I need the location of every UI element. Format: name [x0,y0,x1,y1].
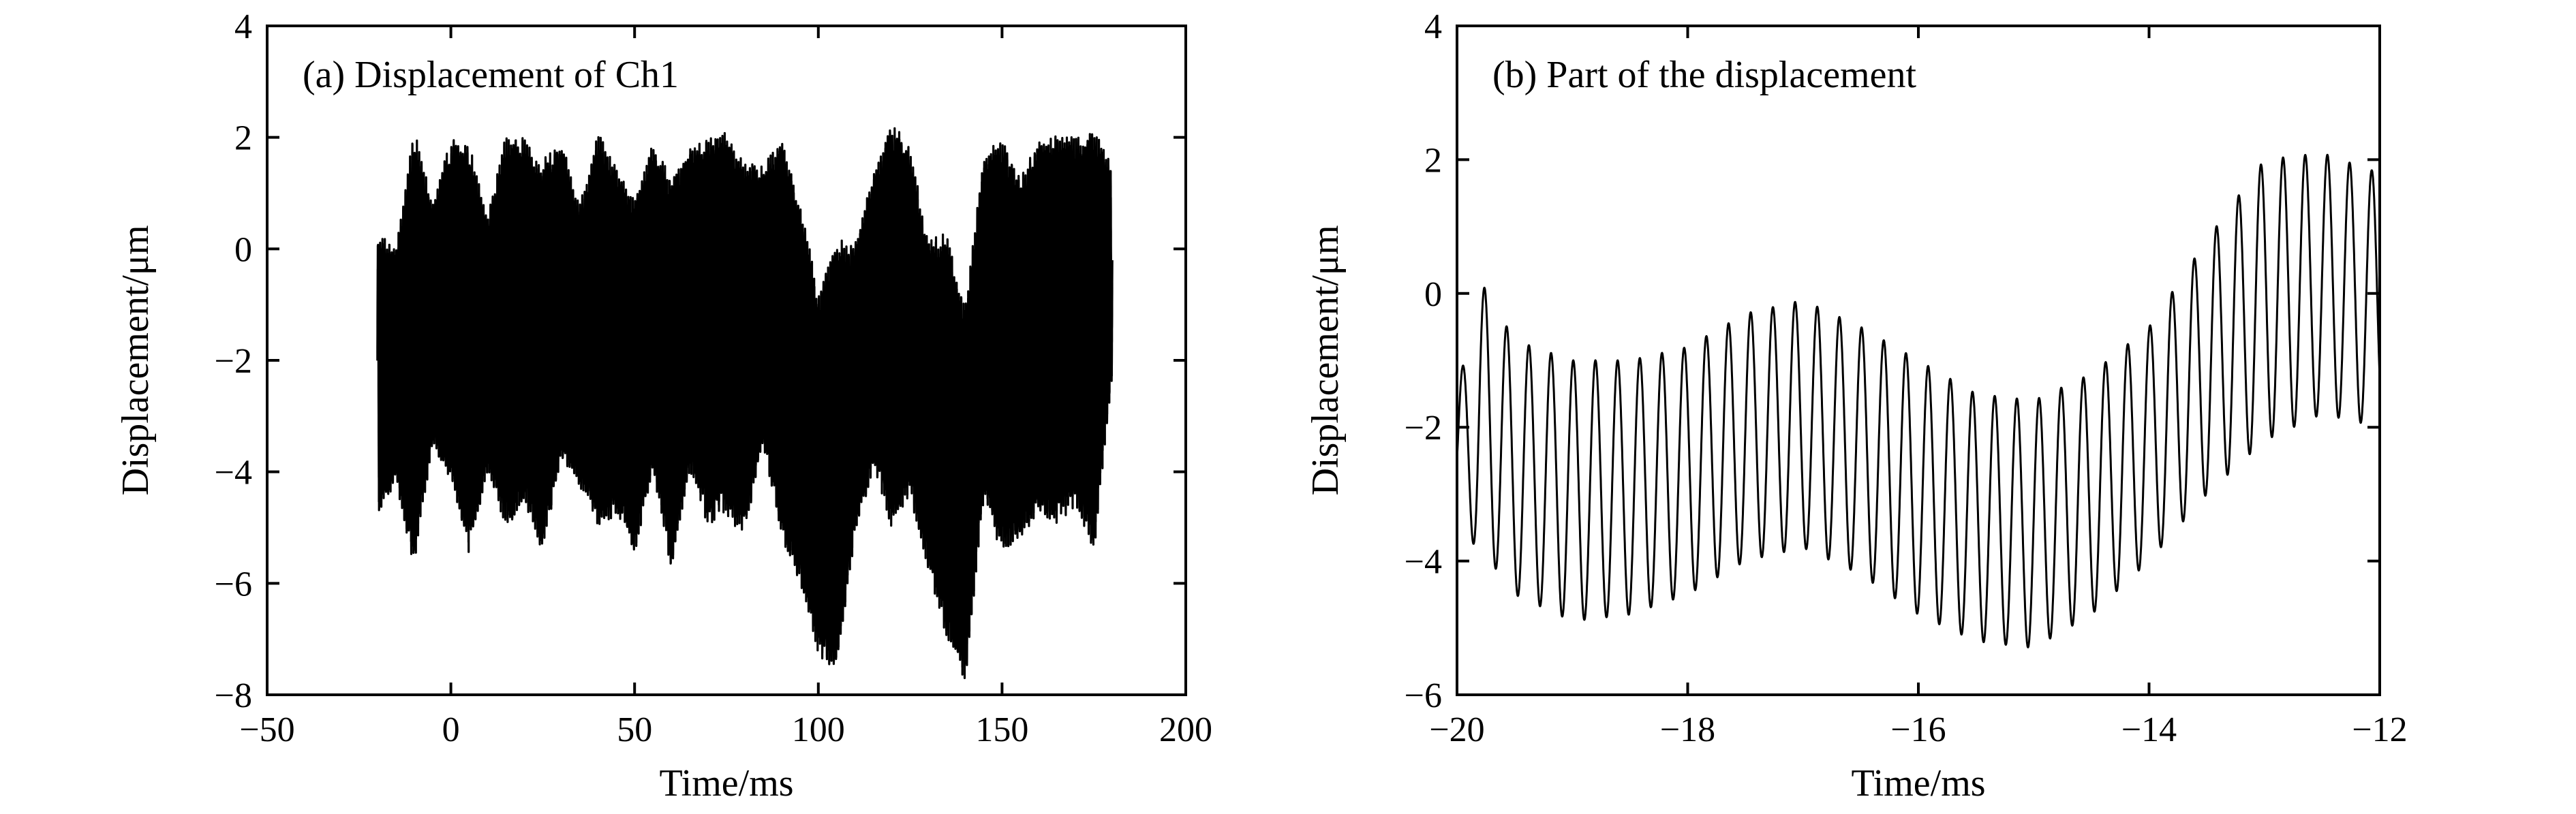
y-tick-label: −4 [215,454,252,492]
displacement-series-line [376,127,1114,680]
x-tick-label: −16 [1890,710,1946,749]
y-tick-label: 2 [1424,141,1442,180]
y-tick-label: 4 [1424,7,1442,46]
x-tick-label: −18 [1660,710,1715,749]
x-axis-label: Time/ms [1851,762,1985,804]
chart-panel-0: −50 0 50 100 150 200 −8 −6 −4 −2 0 2 4 Time/ms Displac… [114,7,1212,804]
y-tick-label: −6 [1405,676,1442,715]
x-tick-label: −14 [2121,710,2177,749]
x-tick-label: −50 [239,710,294,749]
displacement-series-line [1456,153,2381,648]
y-axis-label: Displacement/μm [114,225,157,495]
panel-title: (a) Displacement of Ch1 [303,54,679,96]
chart-panel-1: −20 −18 −16 −14 −12−6−4−2024Time/msDisplacem… [1304,7,2408,804]
y-tick-label: −6 [215,565,252,604]
y-axis-label: Displacement/μm [1304,225,1347,495]
x-tick-label: 0 [442,710,460,749]
x-tick-label: −20 [1429,710,1484,749]
y-tick-label: 0 [1424,275,1442,314]
y-tick-label: 0 [234,230,252,269]
x-tick-label: −12 [2352,710,2407,749]
x-tick-label: 200 [1159,710,1212,749]
y-tick-label: 4 [234,7,252,46]
y-tick-label: −4 [1405,543,1442,582]
y-tick-label: −8 [215,676,252,715]
y-tick-label: 2 [234,119,252,158]
y-tick-label: −2 [215,342,252,381]
x-axis-label: Time/ms [659,762,793,804]
y-tick-label: −2 [1405,409,1442,448]
x-tick-label: 50 [617,710,652,749]
panel-title: (b) Part of the displacement [1492,54,1916,96]
x-tick-label: 150 [975,710,1028,749]
x-tick-label: 100 [792,710,845,749]
